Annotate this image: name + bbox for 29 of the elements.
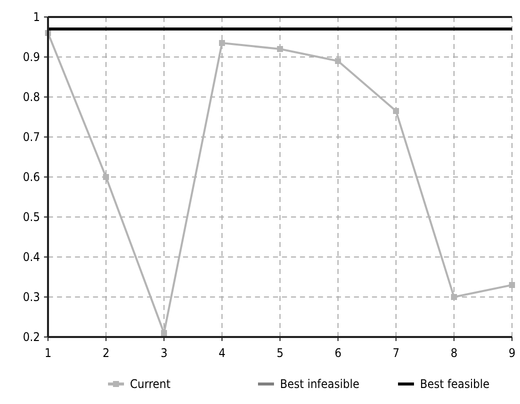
x-tick-label: 1 [44, 346, 52, 360]
y-tick-label: 0.3 [22, 290, 40, 304]
x-tick-label: 8 [450, 346, 458, 360]
x-tick-label: 4 [218, 346, 226, 360]
y-tick-label: 1 [33, 10, 40, 24]
point [161, 330, 167, 336]
y-tick-label: 0.9 [22, 50, 40, 64]
point [335, 58, 341, 64]
y-tick-label: 0.5 [22, 210, 40, 224]
y-tick-label: 0.2 [22, 330, 40, 344]
x-tick-label: 5 [276, 346, 284, 360]
legend-label: Current [130, 377, 170, 392]
point [451, 294, 457, 300]
point [277, 46, 283, 52]
y-tick-label: 0.8 [22, 90, 40, 104]
point [509, 282, 515, 288]
point [103, 174, 109, 180]
x-tick-label: 2 [102, 346, 110, 360]
legend-label: Best infeasible [280, 377, 360, 392]
x-tick-label: 3 [160, 346, 168, 360]
y-tick-label: 0.6 [22, 170, 40, 184]
y-tick-label: 0.4 [22, 250, 40, 264]
y-tick-label: 0.7 [22, 130, 40, 144]
x-tick-label: 6 [334, 346, 342, 360]
legend-label: Best feasible [420, 377, 490, 392]
point [219, 40, 225, 46]
x-tick-label: 9 [508, 346, 516, 360]
point [393, 108, 399, 114]
x-tick-label: 7 [392, 346, 400, 360]
